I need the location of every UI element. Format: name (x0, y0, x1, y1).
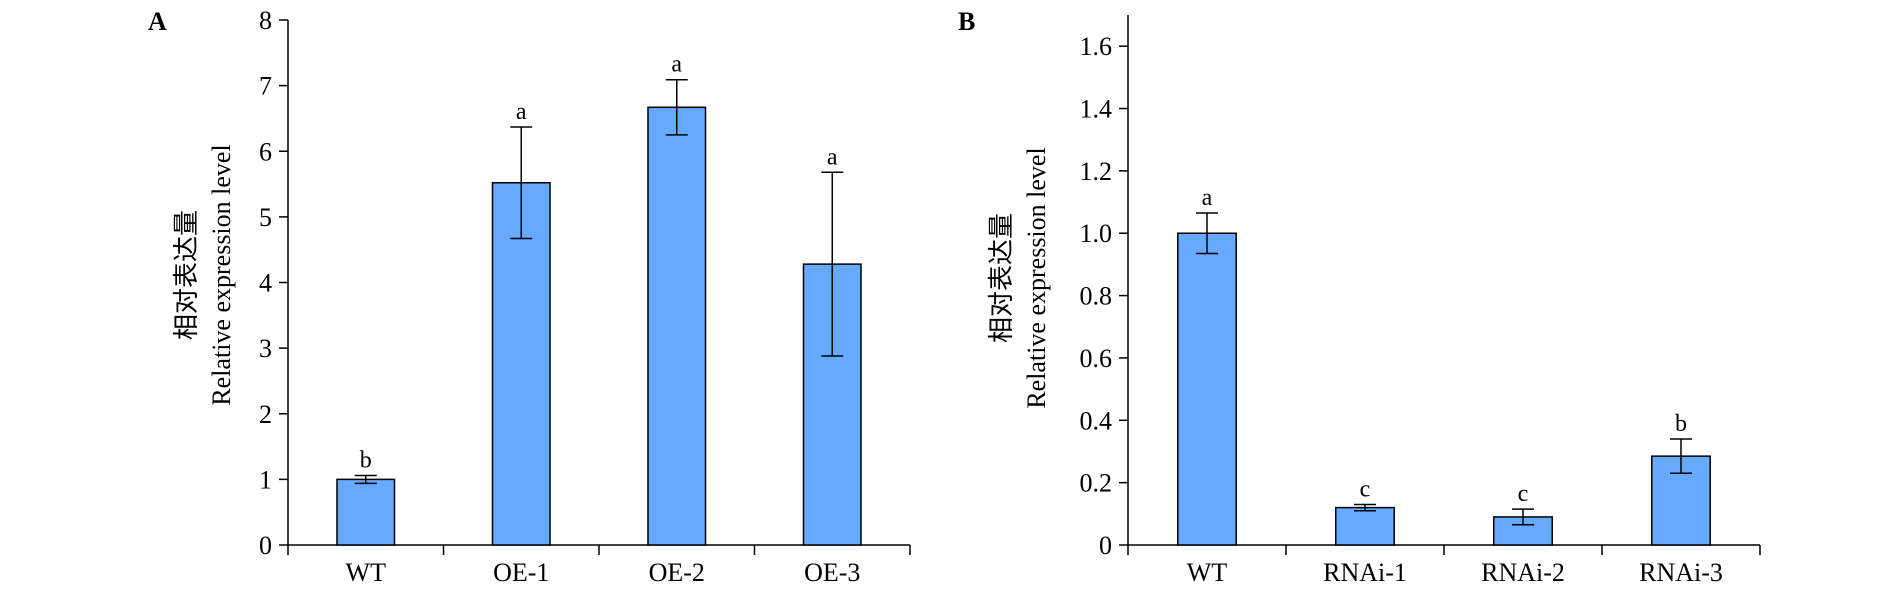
significance-label: b (360, 447, 372, 473)
panel-label: A (148, 7, 167, 36)
x-tick-label: OE-1 (493, 558, 549, 587)
significance-label: a (671, 52, 682, 78)
y-tick-label: 0.6 (1080, 344, 1113, 373)
y-axis-label: Relative expression level (1022, 147, 1051, 408)
significance-label: c (1518, 481, 1529, 507)
y-tick-label: 0 (1099, 531, 1112, 560)
panel-b-chart: B 0 0.2 0.4 0.6 0.8 1.0 1.2 1.4 1.6 相对表达量 Relative … (958, 7, 1761, 587)
y-tick-label: 1.6 (1080, 32, 1113, 61)
y-tick-label: 5 (259, 203, 272, 232)
y-tick-label: 7 (259, 72, 272, 101)
bar (336, 478, 396, 546)
y-tick-label: 1.2 (1080, 157, 1113, 186)
y-tick-label: 1.4 (1080, 95, 1113, 124)
significance-label: a (827, 144, 838, 170)
y-axis-label: 相对表达量 (987, 213, 1016, 343)
significance-label: b (1675, 411, 1687, 437)
x-tick-label: OE-3 (804, 558, 860, 587)
y-tick-label: 8 (259, 6, 272, 35)
y-tick-label: 1 (259, 465, 272, 494)
y-axis-label: 相对表达量 (172, 210, 201, 340)
x-tick-label: OE-2 (649, 558, 705, 587)
bar (1177, 232, 1237, 546)
panel-a-chart: A 0 1 2 3 4 5 6 7 8 相对表达量 Relative expression level… (148, 6, 911, 587)
significance-label: a (516, 99, 527, 125)
x-tick-label: RNAi-2 (1481, 558, 1565, 587)
y-tick-label: 0 (259, 531, 272, 560)
x-tick-label: RNAi-3 (1639, 558, 1723, 587)
y-tick-label: 0.8 (1080, 282, 1113, 311)
y-axis-label: Relative expression level (207, 144, 236, 405)
y-tick-label: 6 (259, 137, 272, 166)
bar (647, 106, 707, 546)
y-tick-label: 0.4 (1080, 406, 1113, 435)
y-tick-label: 0.2 (1080, 469, 1113, 498)
significance-label: a (1202, 185, 1213, 211)
x-tick-label: WT (1187, 558, 1228, 587)
panel-label: B (958, 7, 975, 36)
x-tick-label: RNAi-1 (1323, 558, 1407, 587)
x-tick-label: WT (346, 558, 387, 587)
significance-label: c (1360, 476, 1371, 502)
bar (1335, 506, 1395, 546)
y-tick-label: 1.0 (1080, 219, 1113, 248)
y-tick-label: 2 (259, 400, 272, 429)
y-tick-label: 4 (259, 269, 272, 298)
y-tick-label: 3 (259, 334, 272, 363)
